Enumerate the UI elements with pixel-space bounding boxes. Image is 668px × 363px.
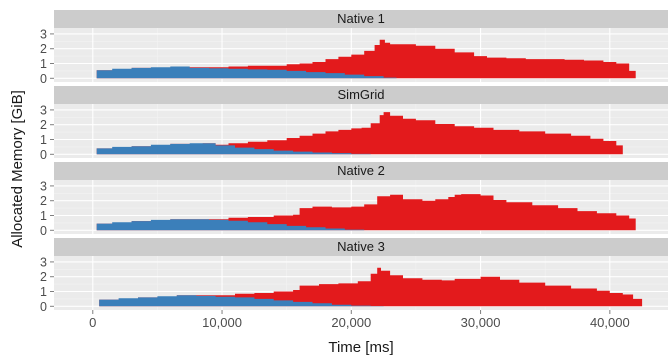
y-tick-label: 0 [40,72,47,86]
strip-label: Native 1 [337,11,385,26]
blue-area-series [92,295,384,307]
strip-label: Native 2 [337,163,385,178]
strip-label: Native 3 [337,239,385,254]
x-tick-label: 20,000 [331,315,371,330]
strip-background [54,10,668,28]
strip-background [54,162,668,180]
red-area-series [92,112,623,155]
y-tick-label: 1 [40,133,47,147]
y-tick-label: 2 [40,42,47,56]
y-tick-label: 0 [40,224,47,238]
y-tick-label: 0 [40,300,47,314]
y-tick-label: 1 [40,57,47,71]
x-tick-label: 40,000 [590,315,630,330]
y-tick-label: 3 [40,27,47,41]
y-tick-label: 2 [40,194,47,208]
blue-area-series [92,219,365,231]
y-tick-label: 1 [40,209,47,223]
y-tick-label: 2 [40,270,47,284]
red-area-series [92,267,643,307]
y-tick-label: 3 [40,255,47,269]
strip-background [54,238,668,256]
x-tick-label: 10,000 [202,315,242,330]
strip-label: SimGrid [338,87,385,102]
x-axis-title: Time [ms] [328,339,393,356]
x-tick-label: 30,000 [461,315,501,330]
y-axis-title: Allocated Memory [GiB] [9,90,26,248]
y-tick-label: 2 [40,118,47,132]
strip-background [54,86,668,104]
y-tick-label: 3 [40,103,47,117]
y-tick-label: 0 [40,148,47,162]
blue-area-series [92,143,371,155]
red-area-series [92,39,636,79]
blue-area-series [92,66,397,79]
y-tick-label: 3 [40,179,47,193]
x-tick-label: 0 [89,315,96,330]
y-tick-label: 1 [40,285,47,299]
